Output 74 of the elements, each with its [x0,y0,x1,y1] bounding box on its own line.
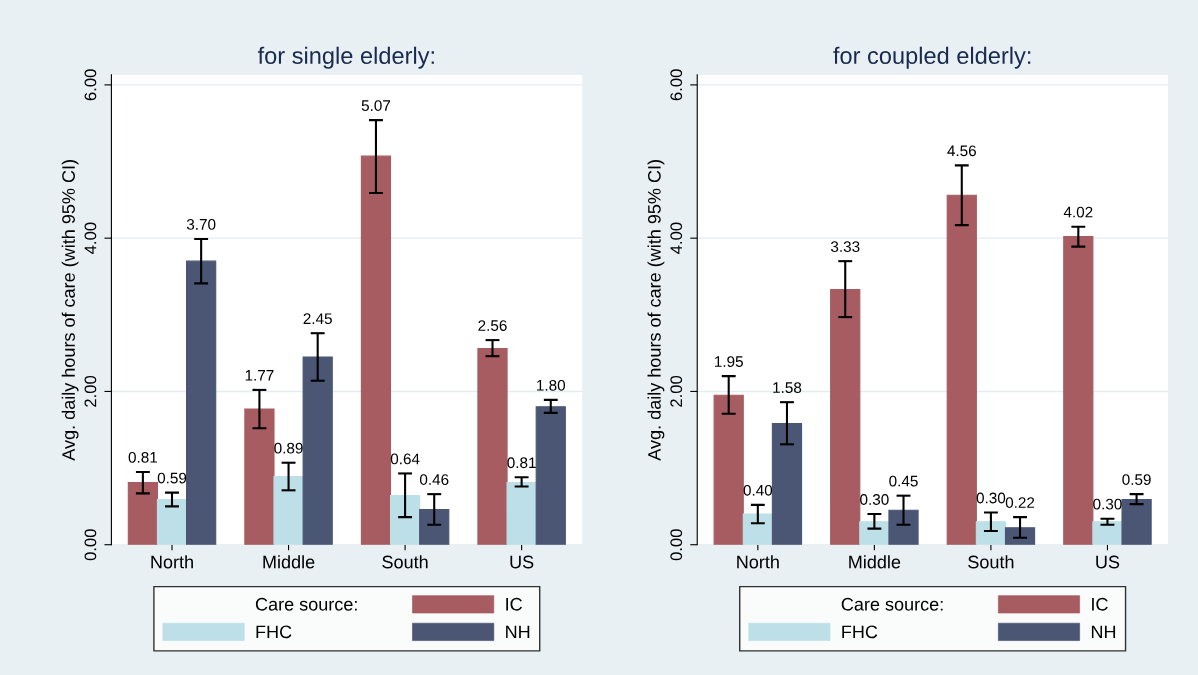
bar [1063,236,1094,545]
legend-label: NH [1091,625,1116,639]
y-tick-label: 6.00 [84,69,97,101]
legend-label: NH [506,625,530,639]
legend-label: IC [506,597,522,611]
bar [419,508,450,545]
data-label: 0.81 [128,451,157,463]
bar [477,347,508,545]
bar [186,260,217,545]
y-tick-label: 2.00 [84,375,97,407]
x-tick-label: South [968,555,1014,569]
bar [127,482,159,545]
bar [1121,498,1152,545]
legend-label: FHC [256,625,292,639]
data-label: 2.56 [478,320,507,331]
bar [156,498,188,545]
bar [859,521,890,545]
bar [771,423,803,545]
y-tick-label: 4.00 [84,222,97,254]
bar [360,155,392,545]
bar [888,509,919,545]
bar [273,475,304,545]
y-tick-label: 2.00 [670,375,683,407]
data-label: 3.70 [186,218,216,230]
data-label: 2.45 [303,313,332,325]
data-label: 0.59 [157,472,187,484]
chart-title: for coupled elderly: [833,46,1031,69]
bar [389,495,421,545]
bar [1092,521,1123,545]
data-label: 0.81 [507,457,536,469]
data-label: 3.33 [830,241,860,253]
data-label: 1.80 [537,379,566,391]
legend-label: FHC [842,625,878,639]
data-label: 0.64 [390,453,420,465]
bar [713,394,744,545]
x-tick-label: Middle [263,555,315,569]
data-label: 4.56 [947,145,976,157]
data-label: 1.58 [773,382,802,394]
bar [975,521,1007,545]
data-label: 1.95 [715,356,743,367]
legend-title: Care source: [255,597,357,611]
data-label: 0.30 [860,494,889,505]
y-axis-title: Avg. daily hours of care (with 95% CI) [647,160,665,461]
y-tick-label: 4.00 [670,222,683,254]
x-tick-label: South [382,555,428,569]
data-label: 0.46 [419,474,449,485]
y-tick-label: 0.00 [84,529,97,561]
bar [946,194,977,545]
bar [506,482,537,545]
bar [244,408,275,545]
data-label: 1.77 [245,370,274,381]
bar [535,406,566,545]
y-tick-label: 0.00 [670,529,683,561]
data-label: 0.45 [889,475,918,487]
data-label: 0.59 [1122,474,1151,485]
x-tick-label: Middle [849,555,901,569]
x-tick-label: North [737,555,779,569]
legend-label: IC [1092,597,1108,611]
bar [1004,527,1036,545]
x-tick-label: US [510,555,534,569]
y-tick-label: 6.00 [670,69,683,101]
x-tick-label: US [1096,555,1120,569]
legend-title: Care source: [841,597,943,611]
data-label: 0.30 [1093,498,1122,510]
bar [302,356,333,545]
data-label: 0.22 [1005,497,1035,508]
data-label: 4.02 [1063,206,1093,218]
bar [742,513,773,545]
y-axis-title: Avg. daily hours of care (with 95% CI) [61,160,79,461]
chart-title: for single elderly: [257,46,434,69]
x-tick-label: North [151,555,193,569]
bar [830,288,861,545]
data-label: 5.07 [361,100,391,111]
data-label: 0.89 [274,442,303,454]
